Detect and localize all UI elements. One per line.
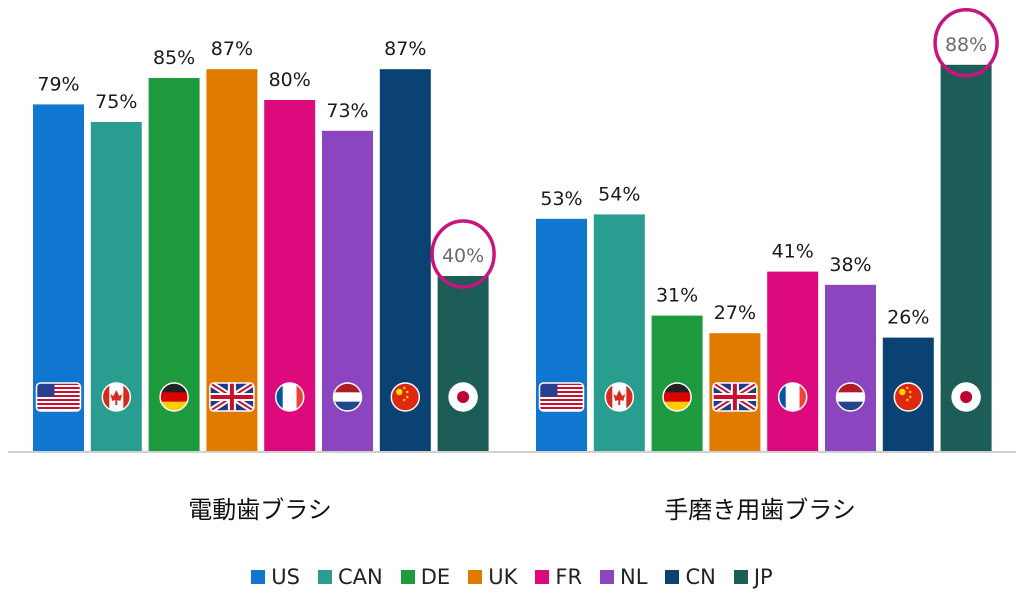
- legend-swatch: [318, 570, 332, 584]
- legend-item-us: US: [251, 565, 300, 589]
- legend: US CAN DE UK FR NL CN JP: [0, 562, 1024, 592]
- data-label-de-1: 31%: [656, 285, 698, 307]
- data-labels-layer: 79% 75% 85% 87% 80% 73% 87% 40% 53% 54% 31% 27% 41% 3…: [37, 34, 987, 329]
- china-flag-icon: [893, 382, 924, 412]
- legend-label: US: [271, 565, 300, 589]
- bar-can-1: [593, 214, 645, 452]
- legend-swatch: [733, 570, 748, 584]
- highlight-circle-0: [430, 219, 496, 289]
- legend-item-can: CAN: [318, 565, 383, 589]
- japan-flag-icon: [448, 382, 478, 412]
- legend-item-fr: FR: [535, 565, 582, 589]
- legend-label: CAN: [338, 565, 383, 589]
- uk-flag-icon: [712, 382, 758, 412]
- data-label-us-0: 79%: [37, 73, 79, 95]
- data-label-jp-1: 88%: [945, 34, 987, 56]
- legend-item-uk: UK: [468, 565, 517, 589]
- legend-label: DE: [420, 565, 451, 589]
- france-flag-icon: [777, 382, 808, 412]
- data-label-nl-1: 38%: [829, 254, 871, 276]
- highlight-circle-1: [933, 8, 999, 78]
- bar-nl-1: [825, 284, 876, 452]
- legend-swatch: [468, 570, 483, 584]
- data-label-de-0: 85%: [153, 47, 195, 69]
- legend-swatch: [400, 570, 415, 584]
- highlight-layer: [430, 8, 999, 289]
- legend-label: UK: [488, 565, 518, 589]
- us-flag-icon: [538, 382, 585, 412]
- legend-label: JP: [753, 565, 773, 589]
- legend-label: NL: [620, 565, 648, 589]
- germany-flag-icon: [662, 382, 692, 412]
- us-flag-icon: [35, 382, 82, 412]
- legend-item-nl: NL: [600, 565, 647, 589]
- legend-swatch: [535, 570, 550, 584]
- legend-label: FR: [555, 565, 583, 589]
- legend-swatch: [251, 570, 266, 584]
- data-label-uk-1: 27%: [714, 302, 756, 324]
- data-label-uk-0: 87%: [211, 38, 253, 60]
- bar-us-1: [536, 218, 587, 452]
- data-label-fr-0: 80%: [269, 69, 311, 91]
- data-label-can-1: 54%: [598, 183, 640, 205]
- data-label-cn-1: 26%: [887, 307, 929, 329]
- bar-jp-0: [437, 276, 489, 452]
- china-flag-icon: [390, 382, 421, 412]
- canada-flag-icon: [604, 382, 635, 412]
- data-label-nl-0: 73%: [326, 100, 368, 122]
- legend-label: CN: [685, 565, 716, 589]
- japan-flag-icon: [951, 382, 981, 412]
- category-label-electric: 電動歯ブラシ: [188, 496, 332, 524]
- france-flag-icon: [274, 382, 305, 412]
- legend-item-de: DE: [400, 565, 451, 589]
- legend-item-cn: CN: [665, 565, 716, 589]
- netherlands-flag-icon: [332, 382, 363, 412]
- netherlands-flag-icon: [835, 382, 866, 412]
- legend-swatch: [600, 570, 615, 584]
- canada-flag-icon: [101, 382, 132, 412]
- germany-flag-icon: [159, 382, 189, 412]
- data-label-fr-1: 41%: [772, 241, 814, 263]
- uk-flag-icon: [209, 382, 255, 412]
- flags-layer: [35, 382, 981, 412]
- data-label-can-0: 75%: [95, 91, 137, 113]
- legend-swatch: [665, 570, 680, 584]
- data-label-us-1: 53%: [540, 188, 582, 210]
- data-label-cn-0: 87%: [384, 38, 426, 60]
- bar-fr-1: [767, 271, 819, 452]
- legend-item-jp: JP: [733, 565, 773, 589]
- category-label-manual: 手磨き用歯ブラシ: [664, 496, 856, 524]
- data-label-jp-0: 40%: [442, 245, 484, 267]
